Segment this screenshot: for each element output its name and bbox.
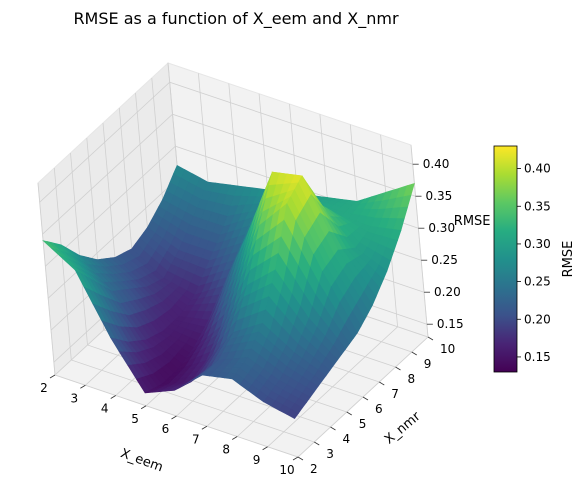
z-tick-label: 0.25 [431,253,458,267]
y-tick-mark [395,366,401,371]
x-tick-mark [110,395,116,399]
x-tick-mark [292,456,299,461]
y-tick-mark [297,456,304,461]
y-tick-mark [379,381,385,386]
y-tick-label: 5 [359,417,367,431]
colorbar-tick-label: 0.20 [524,312,551,326]
surface-facet [286,408,299,419]
colorbar-tick-label: 0.40 [524,162,551,176]
y-tick-mark [346,411,352,416]
x-tick-label: 6 [162,422,170,436]
x-tick-mark [201,425,208,430]
x-tick-mark [262,446,268,451]
grid-line-z [42,113,416,235]
grid-line-y [53,167,315,443]
x-tick-mark [80,384,86,389]
y-tick-label: 4 [343,432,351,446]
x-tick-label: 7 [192,432,200,446]
y-tick-label: 6 [375,402,383,416]
x-tick-label: 2 [40,381,48,395]
y-tick-mark [427,336,434,341]
chart-title: RMSE as a function of X_eem and X_nmr [73,9,399,29]
x-tick-label: 9 [253,453,261,467]
z-axis-label: RMSE [454,214,491,229]
colorbar-label: RMSE [561,241,576,278]
colorbar: 0.15 0.20 0.25 0.30 0.35 0.40 [493,145,551,373]
x-tick-label: 4 [101,402,109,416]
y-tick-mark [314,441,320,446]
y-tick-mark [330,426,336,431]
y-tick-mark [362,396,369,401]
x-tick-label: 10 [279,463,294,477]
surface-plot [42,164,415,419]
colorbar-tick-label: 0.15 [524,350,551,364]
x-tick-mark [171,415,177,420]
y-tick-label: 3 [326,447,334,461]
z-tick-label: 0.15 [437,317,464,331]
grid-line-z [39,81,413,203]
colorbar-tick-label: 0.25 [524,275,551,289]
y-axis-label: X_nmr [382,409,424,448]
colorbar-tick-label: 0.35 [524,199,551,213]
z-tick-label: 0.35 [426,189,453,203]
colorbar-strip [493,145,518,373]
colorbar-tick-label: 0.30 [524,237,551,251]
grid-line-y [70,152,331,428]
z-tick-label: 0.30 [428,221,455,235]
y-tick-mark [411,351,417,356]
z-tick-label: 0.40 [423,157,450,171]
y-tick-label: 10 [440,342,455,356]
x-tick-label: 5 [131,412,139,426]
x-tick-mark [232,436,238,440]
y-tick-label: 7 [391,387,399,401]
x-axis-label: X_eem [118,446,165,475]
z-tick-label: 0.20 [434,285,461,299]
y-tick-label: 8 [408,372,416,386]
x-tick-label: 8 [222,443,230,457]
x-tick-label: 3 [71,391,79,405]
x-tick-mark [140,405,147,410]
y-tick-label: 9 [424,357,432,371]
x-tick-mark [49,374,56,379]
y-tick-label: 2 [310,462,318,476]
